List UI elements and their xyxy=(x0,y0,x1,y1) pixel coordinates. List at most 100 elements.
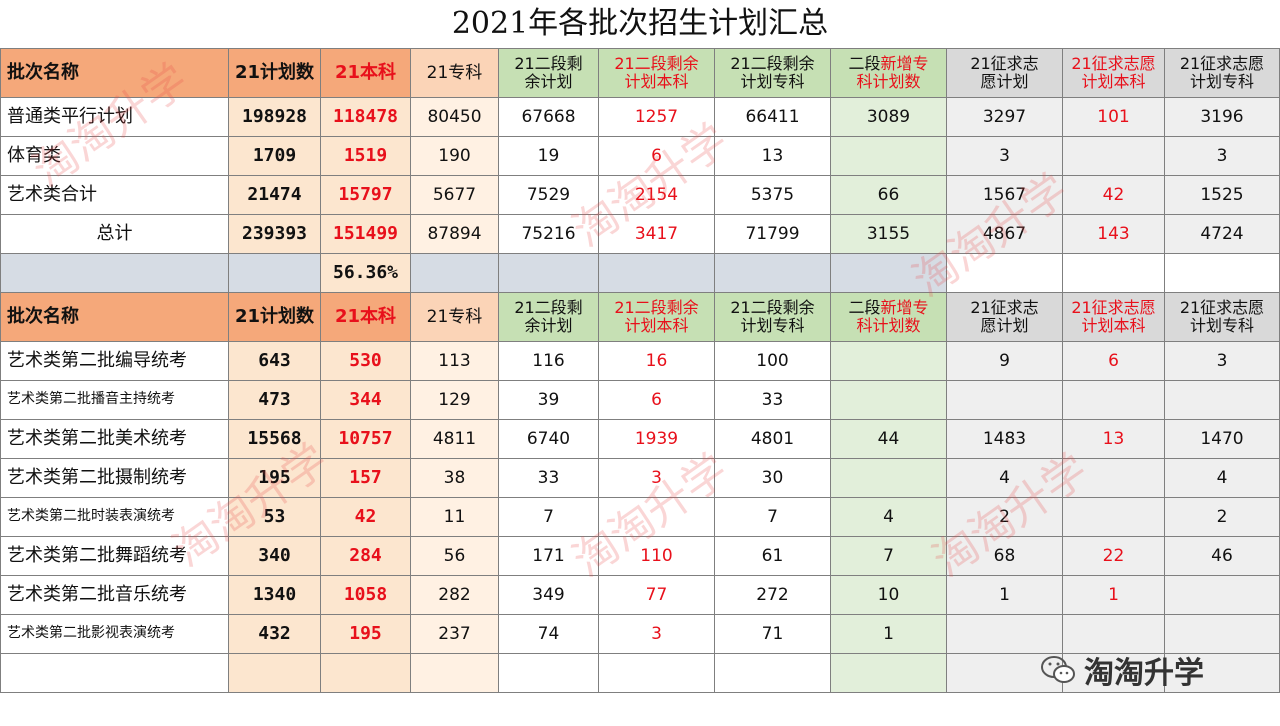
blank-cell xyxy=(410,653,499,693)
header-line: 二段新增专 xyxy=(832,298,946,318)
zq-zhuan-cell: 3196 xyxy=(1164,97,1280,137)
ben-cell: 10757 xyxy=(320,419,411,459)
brand-logo: 淘淘升学 xyxy=(1040,648,1204,692)
header-line: 计划本科 xyxy=(624,72,689,91)
blank-cell xyxy=(228,653,321,693)
header-line: 计划专科 xyxy=(740,316,805,335)
new-zhuan-cell xyxy=(830,380,947,420)
zq-zhuan-cell: 4 xyxy=(1164,458,1280,498)
remaining-ben-cell: 16 xyxy=(598,341,715,381)
header-line: 21二段剩 xyxy=(514,298,583,318)
blank-cell xyxy=(830,253,947,293)
zq-cell: 1567 xyxy=(946,175,1063,215)
header-part: 二段 xyxy=(848,298,881,318)
plan-cell: 1709 xyxy=(228,136,321,176)
zq-zhuan-cell xyxy=(1164,575,1280,615)
row-name: 艺术类第二批舞蹈统考 xyxy=(0,536,229,576)
header-remaining-plan: 21二段剩 余计划 xyxy=(498,48,599,98)
table-row: 艺术类第二批美术统考 15568 10757 4811 6740 1939 4801 44 14… xyxy=(0,419,1280,459)
blank-cell xyxy=(714,253,831,293)
header-remaining-zhuan: 21二段剩余 计划专科 xyxy=(714,48,831,98)
header-line: 科计划数 xyxy=(856,316,921,335)
zq-cell: 2 xyxy=(946,497,1063,537)
header-line: 21征求志愿 xyxy=(1179,298,1265,318)
zhuan-cell: 282 xyxy=(410,575,499,615)
plan-cell: 643 xyxy=(228,341,321,381)
zq-ben-cell: 13 xyxy=(1062,419,1165,459)
header-remaining-ben: 21二段剩余 计划本科 xyxy=(598,48,715,98)
row-name: 总计 xyxy=(0,214,229,254)
new-zhuan-cell: 1 xyxy=(830,614,947,654)
ben-cell: 1058 xyxy=(320,575,411,615)
table-row: 艺术类第二批编导统考 643 530 113 116 16 100 9 6 3 xyxy=(0,341,1280,381)
zq-zhuan-cell: 1525 xyxy=(1164,175,1280,215)
remaining-ben-cell: 6 xyxy=(598,136,715,176)
header-line: 计划本科 xyxy=(1081,316,1146,335)
remaining-cell: 19 xyxy=(498,136,599,176)
zhuan-cell: 113 xyxy=(410,341,499,381)
zq-ben-cell xyxy=(1062,136,1165,176)
zq-cell: 1 xyxy=(946,575,1063,615)
header-zq-ben: 21征求志愿 计划本科 xyxy=(1062,292,1165,342)
blank-cell xyxy=(320,653,411,693)
zq-ben-cell: 1 xyxy=(1062,575,1165,615)
remaining-cell: 33 xyxy=(498,458,599,498)
remaining-zhuan-cell: 30 xyxy=(714,458,831,498)
remaining-ben-cell: 2154 xyxy=(598,175,715,215)
remaining-zhuan-cell: 13 xyxy=(714,136,831,176)
plan-cell: 1340 xyxy=(228,575,321,615)
plan-cell: 340 xyxy=(228,536,321,576)
page-title: 2021年各批次招生计划汇总 xyxy=(0,0,1280,48)
remaining-zhuan-cell: 5375 xyxy=(714,175,831,215)
ben-cell: 1519 xyxy=(320,136,411,176)
plan-cell: 473 xyxy=(228,380,321,420)
zhuan-cell: 129 xyxy=(410,380,499,420)
row-name: 普通类平行计划 xyxy=(0,97,229,137)
header-line: 二段新增专 xyxy=(832,54,946,74)
header-zhuan: 21专科 xyxy=(410,292,499,342)
table-row: 艺术类第二批舞蹈统考 340 284 56 171 110 61 7 68 22 46 xyxy=(0,536,1280,576)
row-name: 艺术类第二批美术统考 xyxy=(0,419,229,459)
remaining-cell: 74 xyxy=(498,614,599,654)
header-line: 余计划 xyxy=(524,316,573,335)
remaining-zhuan-cell: 4801 xyxy=(714,419,831,459)
ben-cell: 151499 xyxy=(320,214,411,254)
header-new-zhuan: 二段新增专 科计划数 xyxy=(830,292,947,342)
plan-cell: 432 xyxy=(228,614,321,654)
blank-cell xyxy=(1062,653,1165,693)
table-row: 体育类 1709 1519 190 19 6 13 3 3 xyxy=(0,136,1280,176)
blank-cell xyxy=(498,653,599,693)
remaining-cell: 7529 xyxy=(498,175,599,215)
remaining-zhuan-cell: 71799 xyxy=(714,214,831,254)
header-zq-zhuan: 21征求志愿 计划专科 xyxy=(1164,48,1280,98)
blank-cell xyxy=(498,253,599,293)
header-line: 计划本科 xyxy=(1081,72,1146,91)
header-line: 21二段剩余 xyxy=(614,298,699,318)
wechat-icon xyxy=(1041,656,1075,683)
ben-cell: 344 xyxy=(320,380,411,420)
plan-cell: 21474 xyxy=(228,175,321,215)
header-ben: 21本科 xyxy=(320,292,411,342)
header-zq-zhuan: 21征求志愿 计划专科 xyxy=(1164,292,1280,342)
header-name: 批次名称 xyxy=(0,48,229,98)
header-zq-plan: 21征求志 愿计划 xyxy=(946,48,1063,98)
header-line: 计划专科 xyxy=(740,72,805,91)
zq-zhuan-cell: 4724 xyxy=(1164,214,1280,254)
header-new-zhuan: 二段新增专 科计划数 xyxy=(830,48,947,98)
table-row: 艺术类第二批影视表演统考 432 195 237 74 3 71 1 xyxy=(0,614,1280,654)
row-name: 艺术类第二批音乐统考 xyxy=(0,575,229,615)
zq-ben-cell: 6 xyxy=(1062,341,1165,381)
header-plan: 21计划数 xyxy=(228,292,321,342)
ben-cell: 118478 xyxy=(320,97,411,137)
header-part: 新增专 xyxy=(880,54,929,74)
zhuan-cell: 80450 xyxy=(410,97,499,137)
remaining-zhuan-cell: 33 xyxy=(714,380,831,420)
remaining-zhuan-cell: 61 xyxy=(714,536,831,576)
zhuan-cell: 190 xyxy=(410,136,499,176)
zq-zhuan-cell: 1470 xyxy=(1164,419,1280,459)
header-plan: 21计划数 xyxy=(228,48,321,98)
header-zq-plan: 21征求志 愿计划 xyxy=(946,292,1063,342)
row-name: 体育类 xyxy=(0,136,229,176)
header-name: 批次名称 xyxy=(0,292,229,342)
zq-zhuan-cell xyxy=(1164,614,1280,654)
